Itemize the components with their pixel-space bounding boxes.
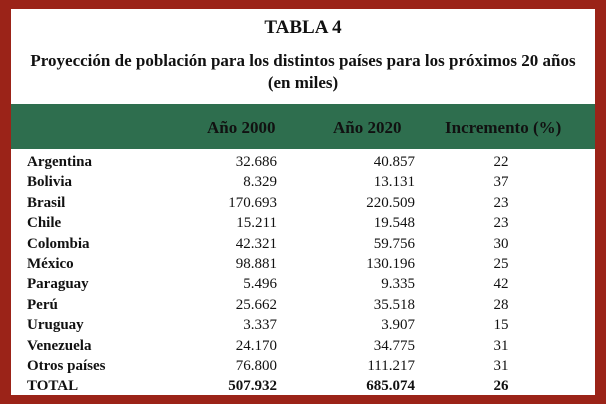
increment-percent: 23 [493, 194, 509, 211]
value-2000: 24.170 [235, 337, 277, 354]
country-name: Uruguay [27, 317, 84, 334]
value-2020: 35.518 [373, 296, 415, 313]
value-2000: 42.321 [235, 235, 277, 252]
value-2020: 59.756 [373, 235, 415, 252]
increment-percent: 42 [493, 276, 509, 293]
value-2000: 8.329 [243, 174, 277, 191]
increment-percent: 30 [493, 235, 509, 252]
table-title: TABLA 4 [264, 17, 342, 38]
value-2000: 98.881 [235, 255, 277, 272]
value-2000: 25.662 [235, 296, 277, 313]
table-total-row: TOTAL 507.932 685.074 26 [11, 376, 595, 396]
country-name: Colombia [27, 235, 90, 252]
country-name: Paraguay [27, 276, 89, 293]
table-subtitle: Proyección de población para los distint… [11, 50, 595, 94]
table-row: México 98.881 130.196 25 [11, 254, 595, 274]
table-row: Venezuela 24.170 34.775 31 [11, 336, 595, 356]
value-2020: 19.548 [373, 215, 415, 232]
table-row: Paraguay 5.496 9.335 42 [11, 274, 595, 294]
country-name: Brasil [27, 194, 66, 211]
country-name: Argentina [27, 154, 92, 170]
increment-percent: 15 [493, 317, 509, 334]
value-2000: 15.211 [236, 215, 277, 232]
value-2020: 685.074 [366, 378, 415, 395]
value-2020: 111.217 [367, 357, 415, 374]
increment-percent: 31 [493, 337, 509, 354]
column-header-band: Año 2000 Año 2020 Incremento (%) [11, 104, 595, 149]
value-2020: 13.131 [373, 174, 415, 191]
value-2000: 507.932 [228, 378, 277, 395]
value-2000: 32.686 [235, 154, 277, 170]
value-2020: 130.196 [366, 255, 415, 272]
value-2020: 40.857 [373, 154, 415, 170]
value-2000: 5.496 [243, 276, 277, 293]
increment-percent: 28 [493, 296, 509, 313]
value-2020: 34.775 [373, 337, 415, 354]
increment-percent: 22 [493, 154, 509, 170]
table-row: Chile 15.211 19.548 23 [11, 213, 595, 233]
header-year-2020: Año 2020 [333, 118, 402, 137]
value-2000: 76.800 [235, 357, 277, 374]
table-row: Bolivia 8.329 13.131 37 [11, 172, 595, 192]
increment-percent: 37 [493, 174, 509, 191]
table-row: Perú 25.662 35.518 28 [11, 295, 595, 315]
table-row: Uruguay 3.337 3.907 15 [11, 315, 595, 335]
table-row: Argentina 32.686 40.857 22 [11, 152, 595, 172]
table-body: Argentina 32.686 40.857 22 Bolivia 8.329 13.13… [11, 152, 595, 397]
table-row: Colombia 42.321 59.756 30 [11, 234, 595, 254]
country-name: Perú [27, 296, 58, 313]
header-increment: Incremento (%) [445, 118, 562, 137]
subtitle-line-1: Proyección de población para los distint… [30, 51, 576, 70]
country-name: México [27, 255, 74, 272]
country-name: Bolivia [27, 174, 73, 191]
increment-percent: 26 [493, 378, 509, 395]
subtitle-line-2: (en miles) [267, 73, 339, 92]
table-row: Otros países 76.800 111.217 31 [11, 356, 595, 376]
country-name: Chile [27, 215, 62, 232]
increment-percent: 25 [493, 255, 509, 272]
value-2020: 220.509 [366, 194, 415, 211]
country-name: Otros países [27, 357, 106, 374]
increment-percent: 23 [493, 215, 509, 232]
header-year-2000: Año 2000 [207, 118, 276, 137]
table-row: Brasil 170.693 220.509 23 [11, 193, 595, 213]
value-2020: 3.907 [381, 317, 415, 334]
value-2000: 3.337 [243, 317, 277, 334]
table-card: TABLA 4 Proyección de población para los… [11, 9, 595, 395]
country-name: TOTAL [27, 378, 79, 395]
country-name: Venezuela [27, 337, 92, 354]
increment-percent: 31 [493, 357, 509, 374]
value-2000: 170.693 [228, 194, 277, 211]
value-2020: 9.335 [381, 276, 415, 293]
